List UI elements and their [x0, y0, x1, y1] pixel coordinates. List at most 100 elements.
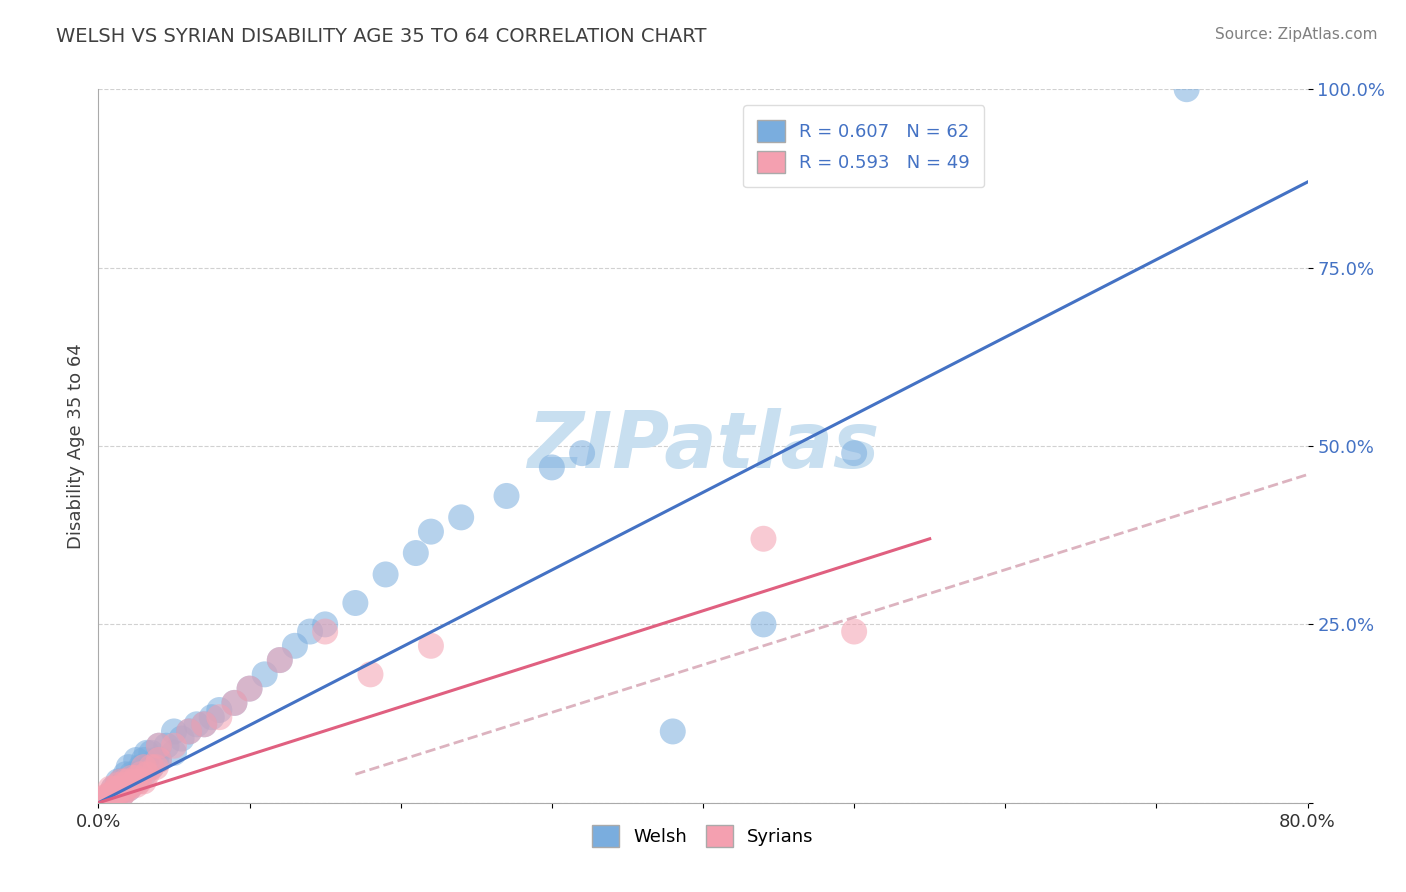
Point [145, 753, 167, 767]
Point [284, 639, 307, 653]
Point [193, 717, 215, 731]
Point [105, 781, 128, 796]
Point [103, 781, 125, 796]
Point [135, 746, 157, 760]
Point [110, 774, 132, 789]
Point [103, 785, 125, 799]
Point [132, 774, 155, 789]
Point [239, 681, 262, 696]
Point [132, 760, 155, 774]
Point [114, 781, 136, 796]
Point [132, 767, 155, 781]
Point [125, 778, 148, 792]
Point [96, 789, 118, 803]
Point [186, 717, 208, 731]
Point [105, 789, 128, 803]
Point [118, 774, 141, 789]
Point [121, 778, 143, 792]
Point [163, 739, 186, 753]
Point [124, 774, 146, 789]
Point [314, 624, 336, 639]
Point [141, 746, 163, 760]
Point [148, 753, 170, 767]
Point [110, 774, 132, 789]
Point [179, 724, 201, 739]
Point [1175, 82, 1198, 96]
Point [163, 724, 186, 739]
Point [224, 696, 246, 710]
Point [208, 710, 231, 724]
Point [128, 767, 150, 781]
Point [148, 739, 170, 753]
Text: Source: ZipAtlas.com: Source: ZipAtlas.com [1215, 27, 1378, 42]
Point [374, 567, 396, 582]
Point [224, 696, 246, 710]
Point [208, 703, 231, 717]
Point [450, 510, 472, 524]
Point [121, 774, 143, 789]
Point [110, 789, 132, 803]
Point [269, 653, 291, 667]
Point [128, 774, 150, 789]
Point [121, 771, 143, 785]
Point [114, 767, 136, 781]
Point [98, 790, 121, 805]
Point [571, 446, 593, 460]
Point [103, 790, 125, 805]
Point [105, 781, 128, 796]
Point [239, 681, 262, 696]
Point [101, 789, 124, 803]
Point [100, 789, 122, 803]
Point [141, 760, 163, 774]
Point [495, 489, 517, 503]
Point [661, 724, 683, 739]
Y-axis label: Disability Age 35 to 64: Disability Age 35 to 64 [66, 343, 84, 549]
Point [103, 789, 125, 803]
Point [201, 710, 224, 724]
Point [135, 767, 157, 781]
Point [129, 767, 152, 781]
Point [148, 753, 170, 767]
Point [125, 753, 148, 767]
Point [148, 739, 170, 753]
Point [100, 789, 122, 803]
Point [118, 760, 141, 774]
Point [135, 760, 157, 774]
Point [94, 790, 117, 805]
Point [94, 792, 117, 806]
Point [118, 781, 141, 796]
Point [107, 781, 129, 796]
Point [114, 774, 136, 789]
Point [125, 774, 148, 789]
Point [405, 546, 427, 560]
Point [125, 771, 148, 785]
Point [110, 781, 132, 796]
Point [193, 717, 215, 731]
Point [420, 639, 443, 653]
Point [125, 767, 148, 781]
Legend: Welsh, Syrians: Welsh, Syrians [585, 818, 821, 855]
Point [540, 460, 562, 475]
Point [141, 760, 163, 774]
Point [107, 774, 129, 789]
Point [114, 781, 136, 796]
Point [170, 731, 193, 746]
Point [163, 746, 186, 760]
Point [118, 774, 141, 789]
Point [253, 667, 276, 681]
Point [112, 778, 135, 792]
Point [299, 624, 322, 639]
Point [100, 781, 122, 796]
Point [844, 624, 866, 639]
Point [844, 446, 866, 460]
Point [269, 653, 291, 667]
Point [360, 667, 382, 681]
Point [91, 792, 114, 806]
Point [107, 778, 129, 792]
Point [112, 781, 135, 796]
Point [110, 789, 132, 803]
Text: WELSH VS SYRIAN DISABILITY AGE 35 TO 64 CORRELATION CHART: WELSH VS SYRIAN DISABILITY AGE 35 TO 64 … [56, 27, 707, 45]
Point [105, 789, 128, 803]
Point [314, 617, 336, 632]
Point [118, 781, 141, 796]
